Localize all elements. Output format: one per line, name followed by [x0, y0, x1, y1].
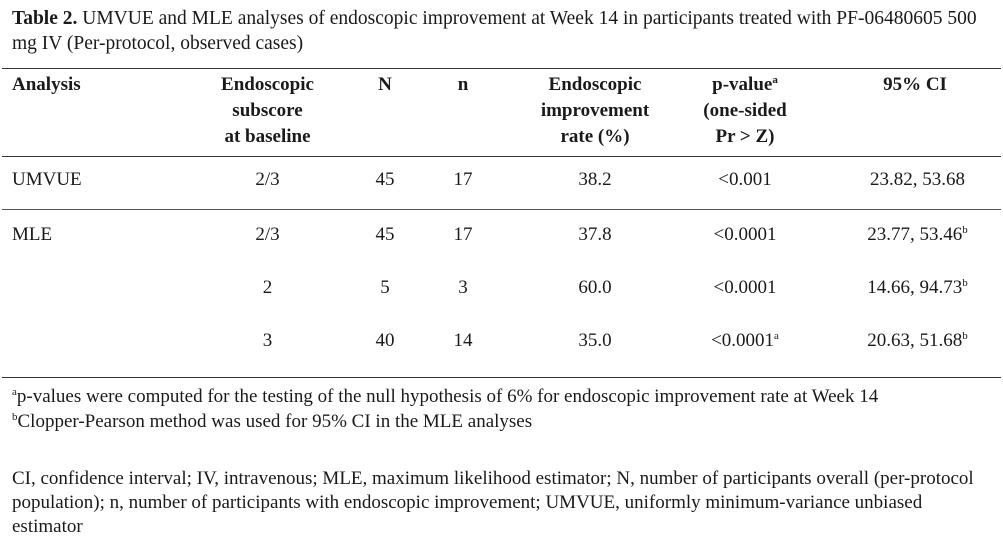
bottom-rule [2, 377, 1001, 378]
header-subscore: Endoscopic subscore at baseline [195, 72, 340, 150]
header-pvalue-text: p-value [712, 74, 773, 95]
abbreviations-note: CI, confidence interval; IV, intravenous… [12, 468, 974, 537]
footnote-marker: b [12, 411, 18, 423]
footnote-marker: b [962, 330, 968, 342]
cell-ci: 20.63, 51.68b [835, 328, 1000, 354]
cell-rate: 38.2 [578, 169, 612, 190]
cell-pvalue-text: <0.0001 [711, 330, 775, 351]
cell-pvalue-text: <0.0001 [713, 277, 777, 298]
cell-N: 45 [375, 169, 395, 190]
cell-N: 5 [380, 277, 390, 298]
footnote-marker: a [772, 74, 778, 86]
cell-ci-text: 20.63, 51.68 [867, 330, 963, 351]
header-rate-line: improvement [540, 100, 650, 121]
table-caption: Table 2. UMVUE and MLE analyses of endos… [12, 6, 997, 56]
cell-ci-text: 23.77, 53.46 [867, 224, 963, 245]
cell-analysis: UMVUE [12, 169, 82, 190]
cell-ci-text: 23.82, 53.68 [870, 169, 965, 190]
top-rule [2, 68, 1001, 69]
cell-ci: 14.66, 94.73b [835, 275, 1000, 301]
cell-pvalue: <0.0001a [680, 328, 810, 354]
table-caption-text: UMVUE and MLE analyses of endoscopic imp… [12, 8, 977, 54]
header-pvalue-line: (one-sided [703, 100, 787, 121]
header-ci: 95% CI [883, 74, 947, 95]
footnote-marker: a [774, 330, 779, 342]
header-pvalue-line: p-valuea [680, 72, 810, 98]
footnote-text: Clopper-Pearson method was used for 95% … [17, 411, 533, 432]
cell-ci: 23.77, 53.46b [835, 222, 1000, 248]
header-subscore-line: subscore [232, 100, 303, 121]
footnote-marker: b [962, 277, 968, 289]
cell-subscore: 3 [262, 330, 273, 351]
cell-subscore: 2 [262, 277, 273, 298]
header-rule [2, 156, 1001, 157]
cell-N: 45 [375, 224, 395, 245]
header-n: n [457, 74, 469, 95]
cell-subscore: 2/3 [255, 224, 280, 245]
cell-pvalue: <0.0001 [680, 275, 810, 301]
cell-pvalue-text: <0.0001 [713, 224, 777, 245]
cell-rate: 37.8 [578, 224, 612, 245]
cell-n: 17 [453, 169, 473, 190]
header-subscore-line: at baseline [224, 126, 311, 147]
header-pvalue: p-valuea (one-sided Pr > Z) [680, 72, 810, 150]
footnote-a: ap-values were computed for the testing … [12, 385, 878, 409]
footnote-text: p-values were computed for the testing o… [16, 386, 879, 407]
cell-pvalue-text: <0.001 [718, 169, 772, 190]
header-rate: Endoscopic improvement rate (%) [520, 72, 670, 150]
footnote-b: bClopper-Pearson method was used for 95%… [12, 410, 532, 434]
cell-pvalue: <0.0001 [680, 222, 810, 248]
header-rate-line: Endoscopic [548, 74, 642, 95]
header-rate-line: rate (%) [560, 126, 630, 147]
cell-N: 40 [375, 330, 395, 351]
cell-rate: 35.0 [578, 330, 612, 351]
cell-ci: 23.82, 53.68 [835, 167, 1000, 193]
cell-ci-text: 14.66, 94.73 [867, 277, 963, 298]
cell-analysis: MLE [12, 224, 53, 245]
cell-n: 14 [453, 330, 473, 351]
table-label: Table 2. [12, 8, 78, 29]
header-N: N [378, 74, 392, 95]
footnote-marker: b [962, 224, 968, 236]
group-divider [2, 209, 1001, 210]
header-analysis: Analysis [12, 74, 81, 95]
cell-rate: 60.0 [578, 277, 612, 298]
cell-subscore: 2/3 [255, 169, 280, 190]
cell-pvalue: <0.001 [680, 167, 810, 193]
cell-n: 3 [458, 277, 468, 298]
header-subscore-line: Endoscopic [221, 74, 314, 95]
cell-n: 17 [453, 224, 473, 245]
header-pvalue-line: Pr > Z) [715, 126, 775, 147]
footnote-marker: a [12, 386, 17, 398]
